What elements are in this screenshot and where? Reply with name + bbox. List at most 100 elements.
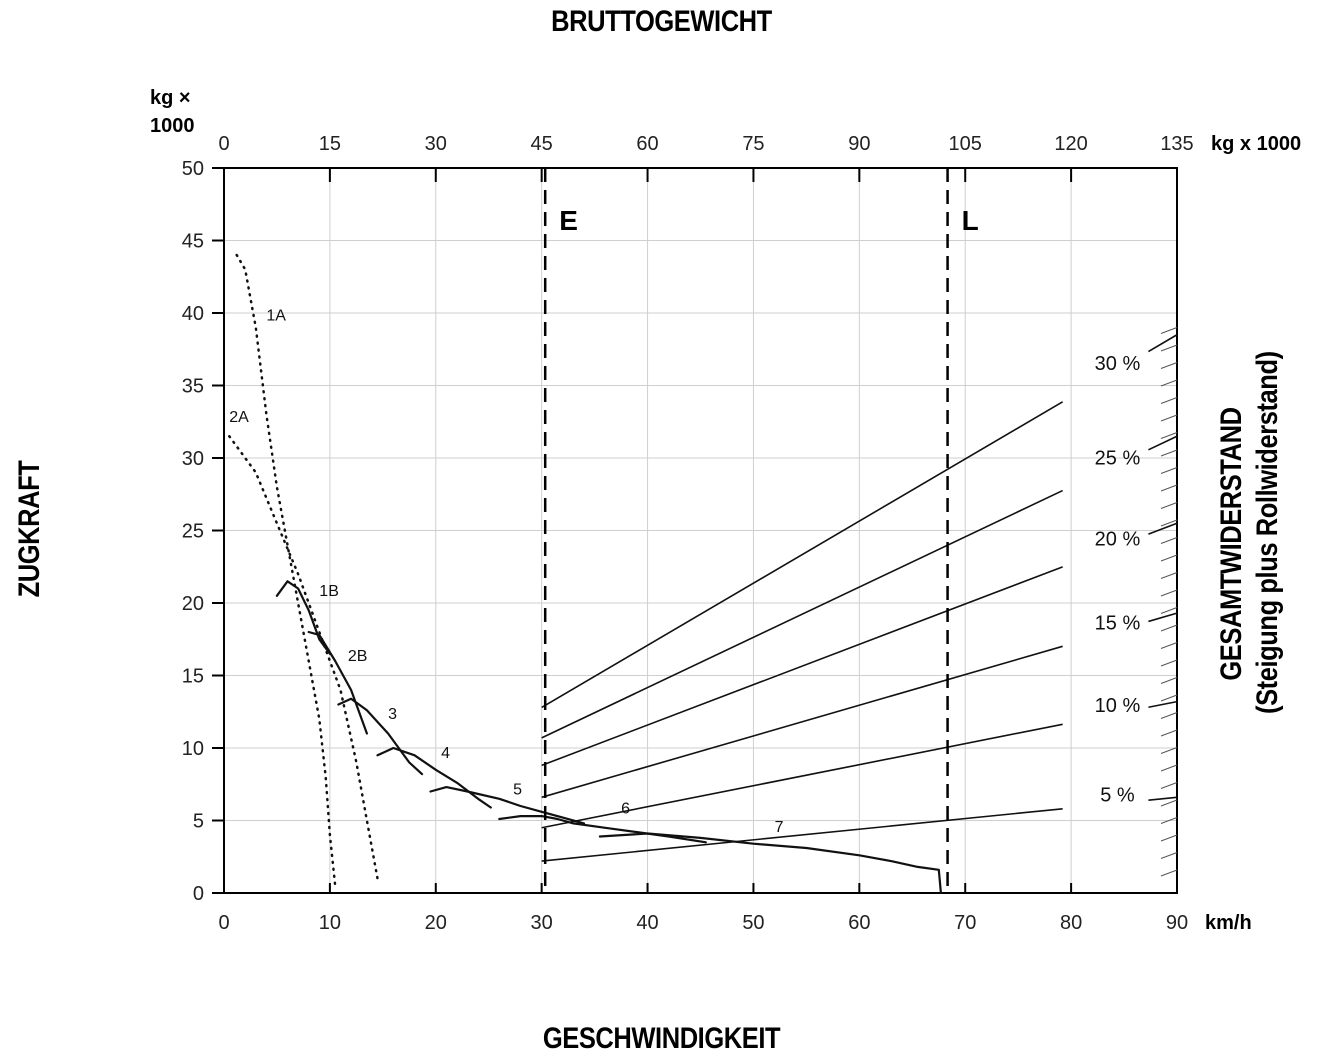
y-tick-label: 10: [182, 738, 204, 760]
gear-curve-label: 1A: [266, 307, 286, 324]
grade-scale-tick: [1160, 642, 1178, 649]
grade-line: [1148, 700, 1178, 709]
gear-curve: [235, 253, 337, 888]
labels: 1A 2A 1B 2B 3 4 5 6 7: [229, 307, 783, 836]
grade-scale-tick: [1160, 799, 1178, 807]
grade-scale-tick: [1160, 729, 1178, 737]
grade-line-label: 25 %: [1095, 447, 1141, 469]
grade-line: [541, 723, 1063, 829]
reference-line-label: E: [559, 205, 578, 236]
top-tick-label: 60: [636, 133, 658, 155]
grade-line: [541, 645, 1063, 799]
grade-scale-tick: [1160, 397, 1178, 404]
grade-lines: 30 % 25 % 20 % 15 % 10 % 5 %: [541, 334, 1178, 862]
gear-curves: [228, 253, 943, 895]
x-tick-label: 70: [954, 912, 976, 934]
grade-scale-tick: [1160, 834, 1178, 842]
y-tick-label: 50: [182, 158, 204, 180]
grade-scale-tick: [1160, 694, 1178, 702]
grade-scale-tick: [1160, 677, 1178, 684]
top-tick-label: 0: [218, 133, 229, 155]
y-tick-label: 20: [182, 593, 204, 615]
y-tick-label: 25: [182, 521, 204, 543]
grade-line-label: 20 %: [1095, 528, 1141, 550]
gear-curve-label: 6: [621, 800, 630, 817]
x-unit-label: km/h: [1205, 912, 1252, 934]
grade-scale-tick: [1160, 414, 1178, 422]
y-tick-label: 45: [182, 231, 204, 253]
grade-scale-tick: [1160, 624, 1178, 632]
grade-scale-tick: [1160, 712, 1178, 719]
x-tick-label: 10: [319, 912, 341, 934]
x-tick-label: 50: [742, 912, 764, 934]
grade-scale-tick: [1160, 327, 1178, 334]
grade-scale-tick: [1160, 554, 1178, 562]
grade-line: [1148, 435, 1178, 451]
gear-curve: [307, 630, 368, 735]
grade-scale-tick: [1160, 467, 1178, 474]
grade-line: [1148, 334, 1178, 353]
gear-curve: [429, 785, 586, 825]
gear-curve: [598, 832, 943, 895]
top-unit-label: kg x 1000: [1211, 133, 1301, 155]
grade-scale-tick: [1160, 764, 1178, 772]
reference-line-label: L: [962, 205, 979, 236]
top-tick-label: 45: [531, 133, 553, 155]
y-tick-label: 35: [182, 376, 204, 398]
top-tick-label: 105: [949, 133, 982, 155]
gear-curve-label: 1B: [319, 583, 339, 600]
grade-line-label: 5 %: [1100, 785, 1135, 807]
grade-line: [1148, 796, 1178, 801]
x-tick-label: 20: [425, 912, 447, 934]
gear-curve-label: 5: [513, 781, 522, 798]
grade-line-label: 10 %: [1095, 695, 1141, 717]
y-tick-label: 40: [182, 303, 204, 325]
y-unit-label: 1000: [150, 115, 195, 137]
grade-line: [541, 807, 1063, 862]
grade-scale-tick: [1160, 432, 1178, 439]
grade-scale-tick: [1160, 607, 1178, 614]
grade-line: [541, 401, 1064, 709]
top-tick-label: 30: [425, 133, 447, 155]
grade-line-label: 15 %: [1095, 613, 1141, 635]
top-title: BRUTTOGEWICHT: [551, 5, 772, 38]
x-tick-label: 60: [848, 912, 870, 934]
grade-scale-tick: [1160, 362, 1178, 369]
bottom-title: GESCHWINDIGKEIT: [542, 1022, 781, 1055]
grade-scale-tick: [1160, 869, 1178, 877]
top-tick-label: 15: [319, 133, 341, 155]
gear-curve-label: 3: [388, 706, 397, 723]
y-tick-label: 15: [182, 666, 204, 688]
grade-scale-tick: [1160, 572, 1178, 579]
grade-line: [1148, 612, 1178, 623]
gear-curve-label: 7: [775, 819, 784, 836]
x-tick-label: 90: [1166, 912, 1188, 934]
gear-curve: [275, 580, 331, 655]
top-tick-label: 75: [742, 133, 764, 155]
y-tick-label: 5: [193, 811, 204, 833]
y-tick-label: 30: [182, 448, 204, 470]
grade-scale-tick: [1160, 502, 1178, 509]
grade-scale-tick: [1160, 344, 1178, 352]
grade-scale-tick: [1160, 379, 1178, 387]
x-tick-label: 0: [218, 912, 229, 934]
gear-curve: [376, 746, 492, 809]
grade-scale-tick: [1160, 817, 1178, 824]
grade-scale-tick: [1160, 589, 1178, 597]
gear-curve: [228, 435, 379, 880]
grade-scale-tick: [1160, 484, 1178, 492]
axes: 0 10 20 30 40 50 60 70 80 90 km/h05101520253035404…: [150, 87, 1301, 934]
x-tick-label: 40: [636, 912, 658, 934]
grade-scale-tick: [1160, 449, 1178, 457]
grade-line: [541, 489, 1063, 739]
grade-line-label: 30 %: [1095, 353, 1141, 375]
gear-curve-label: 4: [441, 745, 450, 762]
grade-line: [541, 566, 1063, 767]
gear-curve-label: 2B: [348, 648, 368, 665]
grid: [223, 167, 1178, 894]
grade-scale-tick: [1160, 782, 1178, 789]
x-tick-label: 30: [531, 912, 553, 934]
y-unit-label: kg ×: [150, 87, 191, 109]
